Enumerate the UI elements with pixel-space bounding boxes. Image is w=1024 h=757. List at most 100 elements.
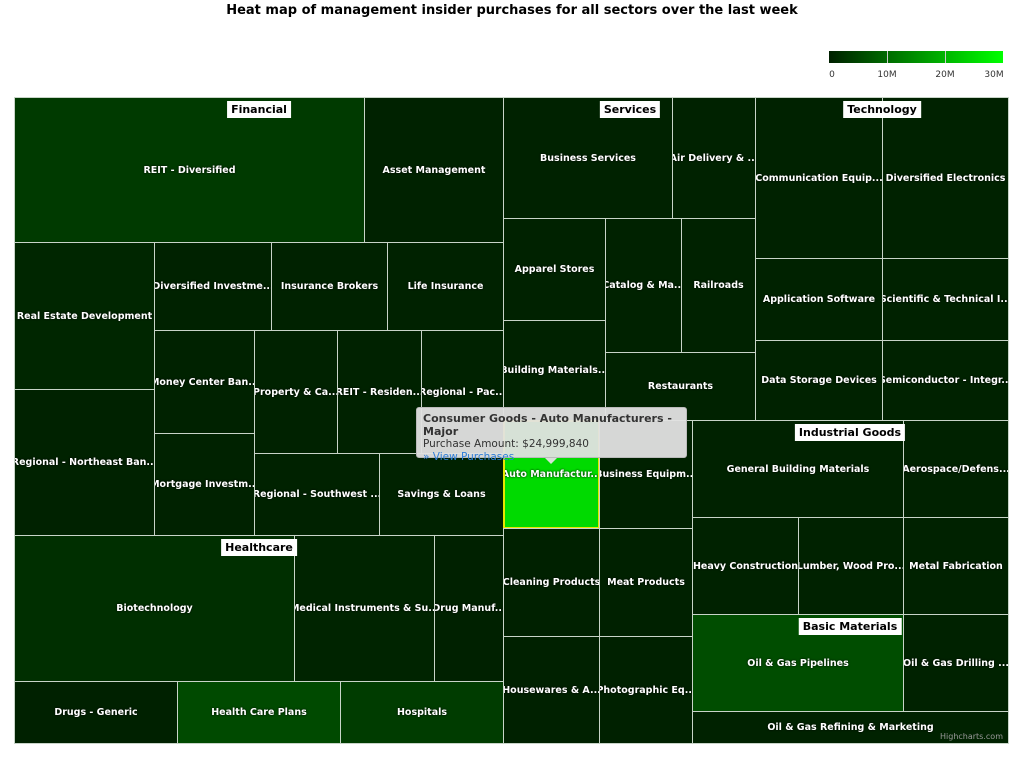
treemap-tile[interactable]: Real Estate Development [14,242,155,390]
treemap-tile[interactable]: Catalog & Ma... [605,218,682,353]
tile-label: Semiconductor - Integr... [882,375,1009,386]
treemap-tile[interactable]: Regional - Northeast Ban... [14,389,155,536]
tile-label: Regional - Northeast Ban... [14,457,155,468]
tooltip-title: Consumer Goods - Auto Manufacturers - Ma… [423,412,672,438]
legend-tick-label: 10M [877,70,897,80]
tile-label: REIT - Diversified [143,164,236,176]
treemap-tile[interactable]: Diversified Investme... [154,242,272,331]
sector-label: Services [599,101,661,118]
tile-label: Heavy Construction [692,560,799,572]
treemap-tile[interactable]: Cleaning Products [503,528,600,637]
tile-label: Business Services [540,152,636,164]
tile-label: Real Estate Development [16,310,153,322]
tile-label: Apparel Stores [514,264,595,275]
legend-tick-label: 30M [984,70,1004,80]
tile-label: Auto Manufactur... [503,469,600,480]
sector-label: Industrial Goods [794,424,906,441]
treemap-tile[interactable]: Drugs - Generic [14,681,178,744]
sector-label: Technology [843,101,921,118]
treemap-tile[interactable]: Application Software [755,258,883,341]
treemap-tile[interactable]: Heavy Construction [692,517,799,615]
tile-label: Mortgage Investm... [154,479,255,490]
treemap-tile[interactable]: REIT - Residen... [337,330,422,454]
tile-label: Savings & Loans [397,489,486,500]
treemap-tile[interactable]: Scientific & Technical I... [882,258,1009,341]
treemap-tile[interactable]: REIT - Diversified [14,97,365,243]
tile-label: Meat Products [607,577,685,588]
treemap-tile[interactable]: Metal Fabrication [903,517,1009,615]
tile-label: Cleaning Products [503,577,600,588]
treemap-tile[interactable]: Diversified Electronics [882,97,1009,259]
treemap-tile[interactable]: Life Insurance [387,242,504,331]
legend-tick-label: 0 [829,70,835,80]
treemap-tile[interactable]: Aerospace/Defens... [903,420,1009,518]
tile-label: Asset Management [382,164,486,176]
tile-label: Railroads [693,280,744,291]
tile-label: Life Insurance [407,281,484,292]
treemap-tile[interactable]: Photographic Eq... [599,636,693,744]
treemap-tile[interactable]: Railroads [681,218,756,353]
tile-label: Oil & Gas Pipelines [747,657,849,669]
tile-label: Business Equipm... [599,469,693,480]
treemap-tile[interactable]: Hospitals [340,681,504,744]
legend-tick-label: 20M [935,70,955,80]
tile-label: Lumber, Wood Pro... [798,560,904,572]
tile-label: Application Software [762,294,876,305]
treemap-tile[interactable]: Housewares & A... [503,636,600,744]
treemap-tile[interactable]: Insurance Brokers [271,242,388,331]
treemap-tile[interactable]: Property & Ca... [254,330,338,454]
treemap-tile[interactable]: Oil & Gas Drilling ... [903,614,1009,712]
tile-label: Building Materials... [503,365,606,376]
sector-label: Healthcare [221,539,297,556]
tile-label: Money Center Ban... [154,376,255,388]
color-legend: 0 10M 20M 30M [829,51,1004,80]
treemap-tile[interactable]: Drug Manuf... [434,535,504,682]
tile-label: Insurance Brokers [280,281,379,292]
tile-label: Photographic Eq... [599,684,693,696]
treemap-tile[interactable]: Oil & Gas Refining & Marketing [692,711,1009,744]
tile-label: Drugs - Generic [54,707,138,718]
legend-gradient-bar [829,51,1003,63]
view-purchases-link[interactable]: » View Purchases [423,451,515,463]
treemap-tile[interactable]: Asset Management [364,97,504,243]
chart-title: Heat map of management insider purchases… [226,3,798,18]
treemap-tile[interactable]: Communication Equip... [755,97,883,259]
tooltip-pointer [545,458,557,464]
tile-label: Health Care Plans [211,707,307,718]
tile-label: Data Storage Devices [761,375,877,386]
tooltip-amount: Purchase Amount: $24,999,840 [423,438,589,450]
treemap-tile[interactable]: Apparel Stores [503,218,606,321]
treemap-tile[interactable]: Meat Products [599,528,693,637]
treemap-tile[interactable]: Regional - Southwest ... [254,453,380,536]
treemap-tile[interactable]: Semiconductor - Integr... [882,340,1009,421]
tile-label: Catalog & Ma... [605,280,682,291]
tile-label: Housewares & A... [503,684,600,696]
sector-label: Financial [227,101,291,118]
treemap-tile[interactable]: Medical Instruments & Su... [294,535,435,682]
tile-label: Oil & Gas Refining & Marketing [767,722,934,733]
tile-label: Property & Ca... [254,386,338,398]
tooltip: Consumer Goods - Auto Manufacturers - Ma… [416,407,687,463]
tile-label: REIT - Residen... [337,386,422,398]
treemap-tile[interactable]: Money Center Ban... [154,330,255,434]
treemap-tile[interactable]: Data Storage Devices [755,340,883,421]
tile-label: Biotechnology [116,603,193,614]
credits-link[interactable]: Highcharts.com [940,732,1003,741]
treemap-tile[interactable]: Biotechnology [14,535,295,682]
treemap-tile[interactable]: Savings & Loans [379,453,504,536]
treemap-tile[interactable]: Mortgage Investm... [154,433,255,536]
tile-label: Regional - Southwest ... [254,489,380,500]
sector-label: Basic Materials [798,618,902,635]
treemap-tile[interactable]: Building Materials... [503,320,606,421]
tile-label: Aerospace/Defens... [903,463,1009,475]
legend-separator [945,51,946,63]
legend-separator [887,51,888,63]
tile-label: Metal Fabrication [909,560,1003,572]
tile-label: General Building Materials [726,463,870,475]
treemap-tile[interactable]: Air Delivery & ... [672,97,756,219]
treemap-tile[interactable]: Health Care Plans [177,681,341,744]
tile-label: Communication Equip... [755,172,883,184]
treemap-tile[interactable]: Lumber, Wood Pro... [798,517,904,615]
tile-label: Medical Instruments & Su... [294,603,435,614]
tile-label: Diversified Electronics [885,172,1006,184]
